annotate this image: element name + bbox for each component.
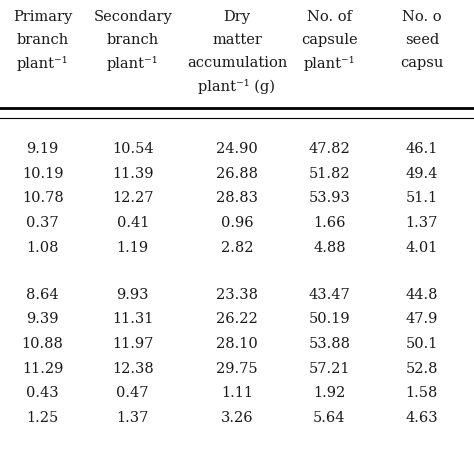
Text: 11.31: 11.31	[112, 312, 154, 326]
Text: branch: branch	[107, 33, 159, 47]
Text: 10.19: 10.19	[22, 167, 64, 181]
Text: 50.1: 50.1	[406, 337, 438, 351]
Text: 12.38: 12.38	[112, 362, 154, 375]
Text: 50.19: 50.19	[309, 312, 350, 326]
Text: 52.8: 52.8	[406, 362, 438, 375]
Text: 51.1: 51.1	[406, 191, 438, 206]
Text: 49.4: 49.4	[406, 167, 438, 181]
Text: 47.9: 47.9	[406, 312, 438, 326]
Text: capsule: capsule	[301, 33, 358, 47]
Text: 23.38: 23.38	[216, 288, 258, 301]
Text: 1.92: 1.92	[313, 386, 346, 400]
Text: capsu: capsu	[400, 56, 444, 70]
Text: 43.47: 43.47	[309, 288, 350, 301]
Text: 1.66: 1.66	[313, 216, 346, 230]
Text: 10.88: 10.88	[22, 337, 64, 351]
Text: 10.54: 10.54	[112, 142, 154, 156]
Text: 11.97: 11.97	[112, 337, 154, 351]
Text: branch: branch	[17, 33, 69, 47]
Text: 26.22: 26.22	[216, 312, 258, 326]
Text: 1.11: 1.11	[221, 386, 253, 400]
Text: 10.78: 10.78	[22, 191, 64, 206]
Text: 0.43: 0.43	[27, 386, 59, 400]
Text: seed: seed	[405, 33, 439, 47]
Text: 4.01: 4.01	[406, 241, 438, 255]
Text: accumulation: accumulation	[187, 56, 287, 70]
Text: 0.41: 0.41	[117, 216, 149, 230]
Text: 9.93: 9.93	[117, 288, 149, 301]
Text: 47.82: 47.82	[309, 142, 350, 156]
Text: 9.19: 9.19	[27, 142, 59, 156]
Text: 1.58: 1.58	[406, 386, 438, 400]
Text: 0.37: 0.37	[27, 216, 59, 230]
Text: 3.26: 3.26	[221, 411, 253, 425]
Text: 46.1: 46.1	[406, 142, 438, 156]
Text: plant⁻¹ (g): plant⁻¹ (g)	[199, 79, 275, 94]
Text: 4.63: 4.63	[406, 411, 438, 425]
Text: Secondary: Secondary	[93, 10, 172, 25]
Text: 0.96: 0.96	[221, 216, 253, 230]
Text: matter: matter	[212, 33, 262, 47]
Text: 53.93: 53.93	[309, 191, 350, 206]
Text: 1.08: 1.08	[27, 241, 59, 255]
Text: 1.37: 1.37	[117, 411, 149, 425]
Text: No. of: No. of	[307, 10, 352, 25]
Text: 28.83: 28.83	[216, 191, 258, 206]
Text: 1.37: 1.37	[406, 216, 438, 230]
Text: 11.39: 11.39	[112, 167, 154, 181]
Text: 1.19: 1.19	[117, 241, 149, 255]
Text: 29.75: 29.75	[216, 362, 258, 375]
Text: 5.64: 5.64	[313, 411, 346, 425]
Text: 26.88: 26.88	[216, 167, 258, 181]
Text: 12.27: 12.27	[112, 191, 154, 206]
Text: Dry: Dry	[224, 10, 250, 25]
Text: 11.29: 11.29	[22, 362, 64, 375]
Text: 57.21: 57.21	[309, 362, 350, 375]
Text: Primary: Primary	[13, 10, 72, 25]
Text: 51.82: 51.82	[309, 167, 350, 181]
Text: plant⁻¹: plant⁻¹	[304, 56, 355, 71]
Text: 28.10: 28.10	[216, 337, 258, 351]
Text: 4.88: 4.88	[313, 241, 346, 255]
Text: 9.39: 9.39	[27, 312, 59, 326]
Text: No. o: No. o	[402, 10, 442, 25]
Text: 0.47: 0.47	[117, 386, 149, 400]
Text: 44.8: 44.8	[406, 288, 438, 301]
Text: plant⁻¹: plant⁻¹	[107, 56, 158, 71]
Text: 53.88: 53.88	[309, 337, 350, 351]
Text: 2.82: 2.82	[221, 241, 253, 255]
Text: 8.64: 8.64	[27, 288, 59, 301]
Text: 1.25: 1.25	[27, 411, 59, 425]
Text: 24.90: 24.90	[216, 142, 258, 156]
Text: plant⁻¹: plant⁻¹	[17, 56, 68, 71]
